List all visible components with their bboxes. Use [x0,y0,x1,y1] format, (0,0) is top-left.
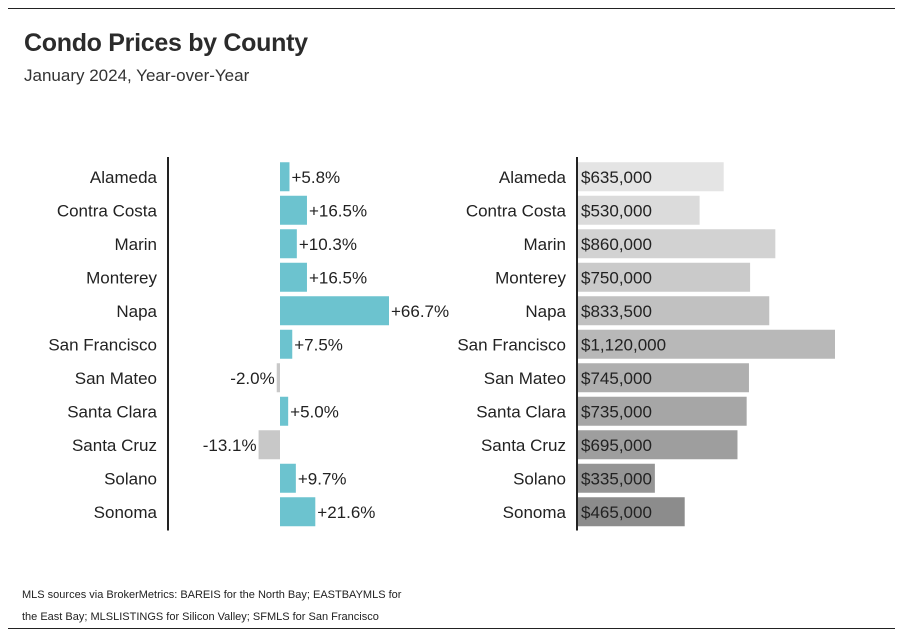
price-category-label: Alameda [499,168,567,187]
price-value-label: $530,000 [581,201,652,220]
pct-value-label: -2.0% [230,369,274,388]
price-value-label: $695,000 [581,436,652,455]
price-bar [578,229,776,259]
pct-bar [280,195,307,225]
pct-category-label: Santa Clara [67,402,157,421]
pct-category-label: Alameda [90,168,158,187]
price-value-label: $465,000 [581,503,652,522]
pct-category-label: Napa [116,302,157,321]
price-bar [578,363,749,393]
price-category-label: Santa Clara [476,402,566,421]
chart-title: Condo Prices by County [24,29,308,57]
source-note: MLS sources via BrokerMetrics: BAREIS fo… [22,589,402,623]
price-bar [578,463,655,493]
price-value-label: $335,000 [581,469,652,488]
chart-subtitle: January 2024, Year-over-Year [24,66,250,85]
price-category-label: Napa [525,302,566,321]
price-value-label: $860,000 [581,235,652,254]
price-bar [578,497,685,527]
pct-category-label: Contra Costa [57,201,158,220]
pct-category-label: Santa Cruz [72,436,157,455]
pct-bar [280,463,296,493]
bottom-rule [8,628,895,629]
price-bar [578,329,835,359]
pct-bar [280,296,389,326]
top-rule [8,8,895,9]
pct-value-label: +9.7% [298,469,347,488]
price-category-label: San Francisco [457,335,566,354]
price-bar [578,162,724,192]
price-category-label: Santa Cruz [481,436,566,455]
price-category-label: Monterey [495,268,566,287]
price-bar [578,296,770,326]
price-category-label: San Mateo [484,369,566,388]
price-category-label: Solano [513,469,566,488]
price-category-label: Marin [523,235,566,254]
price-value-label: $833,500 [581,302,652,321]
price-bar [578,430,738,460]
pct-category-label: San Mateo [75,369,157,388]
price-value-label: $745,000 [581,369,652,388]
pct-value-label: +21.6% [317,503,375,522]
price-value-label: $750,000 [581,268,652,287]
pct-bar [280,329,293,359]
pct-value-label: +5.8% [291,168,340,187]
charts-canvas: Alameda +5.8% Contra Costa +16.5% Marin +10.3… [48,157,835,531]
price-bar [578,195,700,225]
pct-value-label: +66.7% [391,302,449,321]
pct-bar [276,363,280,393]
price-value-label: $735,000 [581,402,652,421]
price-value-label: $1,120,000 [581,335,666,354]
pct-bar [280,497,316,527]
pct-bar [280,396,289,426]
pct-bar [280,229,297,259]
pct-value-label: +16.5% [309,268,367,287]
pct-value-label: +5.0% [290,402,339,421]
price-category-label: Sonoma [503,503,567,522]
price-value-label: $635,000 [581,168,652,187]
pct-category-label: Sonoma [94,503,158,522]
pct-bar [280,262,307,292]
pct-bar [280,162,290,192]
pct-value-label: +10.3% [299,235,357,254]
pct-value-label: +16.5% [309,201,367,220]
pct-category-label: San Francisco [48,335,157,354]
pct-category-label: Marin [114,235,157,254]
price-category-label: Contra Costa [466,201,567,220]
price-bar [578,396,747,426]
pct-category-label: Solano [104,469,157,488]
pct-bar [258,430,280,460]
pct-value-label: -13.1% [203,436,257,455]
price-bar [578,262,751,292]
pct-category-label: Monterey [86,268,157,287]
pct-value-label: +7.5% [294,335,343,354]
